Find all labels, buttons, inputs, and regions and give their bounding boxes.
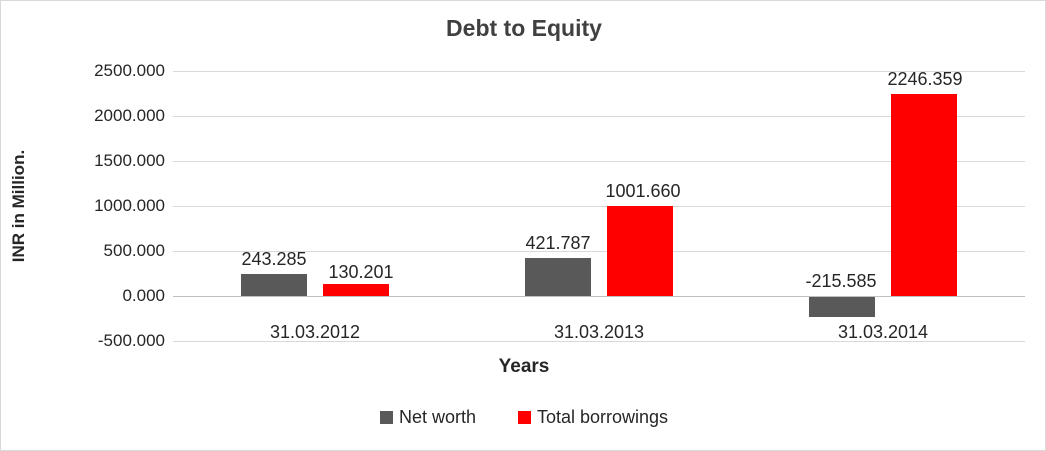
gridline-2000 xyxy=(173,116,1025,117)
data-label-total-borrowings-2012: 130.201 xyxy=(328,262,394,282)
bar-total-borrowings-2014[interactable] xyxy=(891,94,957,296)
data-label-net-worth-2012: 243.285 xyxy=(241,249,307,269)
gridline-neg500 xyxy=(173,341,1025,342)
bar-total-borrowings-2013[interactable] xyxy=(607,206,673,296)
legend-item-net-worth[interactable]: Net worth xyxy=(379,407,476,428)
legend-swatch-total-borrowings xyxy=(517,411,531,424)
data-label-total-borrowings-2013: 1001.660 xyxy=(605,181,681,201)
bar-total-borrowings-2012[interactable] xyxy=(323,284,389,296)
legend-swatch-net-worth xyxy=(379,411,393,424)
bar-net-worth-2012[interactable] xyxy=(241,274,307,296)
gridline-zero xyxy=(173,296,1025,297)
gridline-2500 xyxy=(173,71,1025,72)
y-tick-label-2500: 2500.000 xyxy=(94,61,165,80)
plot-area: 243.285 130.201 421.787 1001.660 -215.58… xyxy=(173,69,1025,342)
data-label-net-worth-2013: 421.787 xyxy=(525,233,591,253)
y-axis-tick-labels: 2500.000 2000.000 1500.000 1000.000 500.… xyxy=(53,61,225,350)
y-tick-label-2000: 2000.000 xyxy=(94,106,165,125)
x-axis-title: Years xyxy=(498,356,550,377)
gridline-1000 xyxy=(173,206,1025,207)
gridline-500 xyxy=(173,251,1025,252)
legend-item-total-borrowings[interactable]: Total borrowings xyxy=(517,407,669,428)
y-tick-label-1000: 1000.000 xyxy=(94,196,165,215)
gridline-1500 xyxy=(173,161,1025,162)
legend-label-total-borrowings: Total borrowings xyxy=(536,407,669,427)
bar-net-worth-2014[interactable] xyxy=(809,297,875,317)
data-label-total-borrowings-2014: 2246.359 xyxy=(887,69,963,89)
y-tick-label-neg500: -500.000 xyxy=(97,331,165,350)
y-tick-label-500: 500.000 xyxy=(103,241,165,260)
x-tick-label-2013: 31.03.2013 xyxy=(553,322,645,342)
data-label-net-worth-2014: -215.585 xyxy=(805,271,877,291)
legend-label-net-worth: Net worth xyxy=(398,407,476,427)
y-tick-label-0: 0.000 xyxy=(122,286,165,305)
y-tick-label-1500: 1500.000 xyxy=(94,151,165,170)
x-tick-label-2012: 31.03.2012 xyxy=(269,322,361,342)
chart-legend: Net worth Total borrowings xyxy=(1,407,1045,428)
chart-title: Debt to Equity xyxy=(446,15,602,41)
x-tick-label-2014: 31.03.2014 xyxy=(837,322,929,342)
y-axis-title: INR in Million. xyxy=(9,149,28,263)
bar-net-worth-2013[interactable] xyxy=(525,258,591,296)
